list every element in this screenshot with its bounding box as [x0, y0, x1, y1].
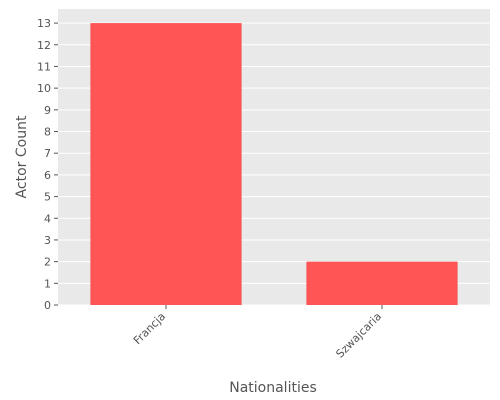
y-tick-label: 0: [44, 299, 51, 312]
x-tick-label-szwajcaria: Szwajcaria: [333, 310, 384, 361]
x-tick-label-francja: Francja: [131, 310, 168, 347]
y-tick-label: 2: [44, 256, 51, 269]
y-tick-label: 5: [44, 191, 51, 204]
x-axis-title: Nationalities: [229, 380, 317, 396]
y-tick-label: 13: [37, 17, 51, 30]
y-axis-title: Actor Count: [14, 115, 30, 198]
y-tick-label: 11: [37, 60, 51, 73]
y-tick-label: 10: [37, 82, 51, 95]
x-axis-ticks: Francja Szwajcaria: [131, 305, 384, 361]
y-tick-label: 6: [44, 169, 51, 182]
bar-francja: [90, 23, 242, 305]
y-tick-label: 4: [44, 212, 51, 225]
bars: [90, 23, 458, 305]
bar-szwajcaria: [306, 261, 458, 305]
y-tick-label: 12: [37, 39, 51, 52]
y-tick-label: 3: [44, 234, 51, 247]
y-tick-label: 7: [44, 147, 51, 160]
y-tick-label: 9: [44, 104, 51, 117]
y-tick-label: 1: [44, 277, 51, 290]
y-tick-label: 8: [44, 126, 51, 139]
